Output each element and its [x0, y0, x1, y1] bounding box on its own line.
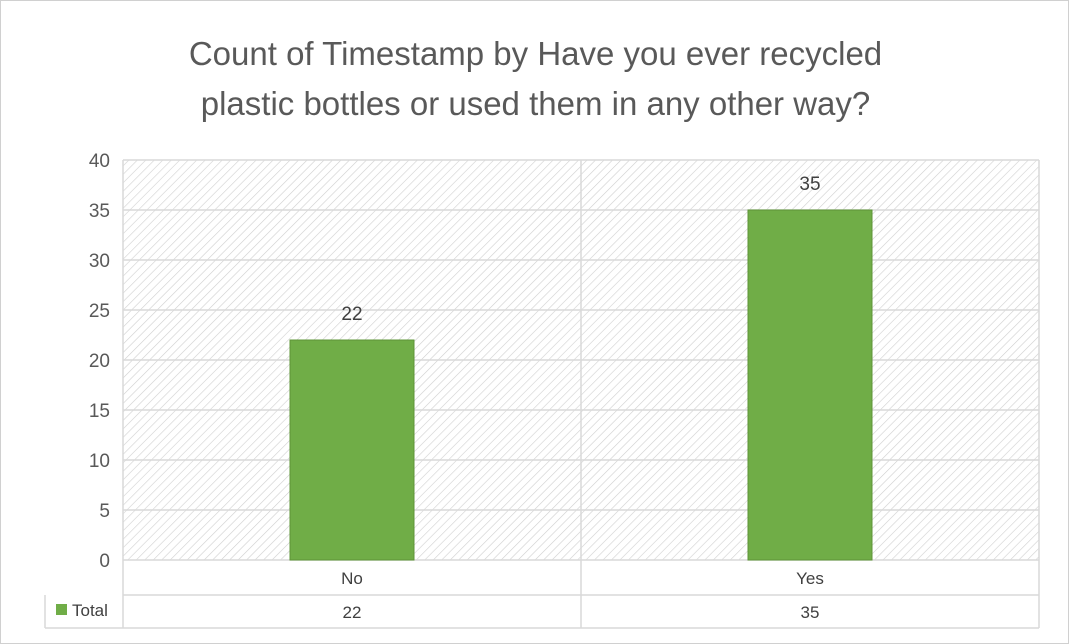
table-value-yes: 35 — [801, 603, 820, 622]
bar-no — [289, 339, 415, 561]
x-category-label-yes: Yes — [796, 569, 824, 588]
y-tick-label-30: 30 — [89, 251, 110, 272]
y-tick-label-25: 25 — [89, 301, 110, 322]
y-tick-label-40: 40 — [89, 151, 110, 172]
chart-title: Count of Timestamp by Have you ever recy… — [1, 29, 1069, 129]
chart-title-line-2: plastic bottles or used them in any othe… — [200, 85, 871, 122]
y-tick-label-0: 0 — [99, 551, 110, 572]
legend-swatch-total — [56, 604, 67, 615]
chart-title-line-1: Count of Timestamp by Have you ever recy… — [188, 35, 883, 72]
data-label-yes: 35 — [799, 174, 820, 195]
y-tick-label-35: 35 — [89, 201, 110, 222]
y-tick-label-10: 10 — [89, 451, 110, 472]
legend-label-total: Total — [72, 601, 108, 620]
y-tick-label-20: 20 — [89, 351, 110, 372]
y-tick-label-15: 15 — [89, 401, 110, 422]
y-tick-label-5: 5 — [99, 501, 110, 522]
table-value-no: 22 — [343, 603, 362, 622]
x-category-label-no: No — [341, 569, 363, 588]
data-label-no: 22 — [341, 304, 362, 325]
bar-yes — [747, 209, 873, 561]
